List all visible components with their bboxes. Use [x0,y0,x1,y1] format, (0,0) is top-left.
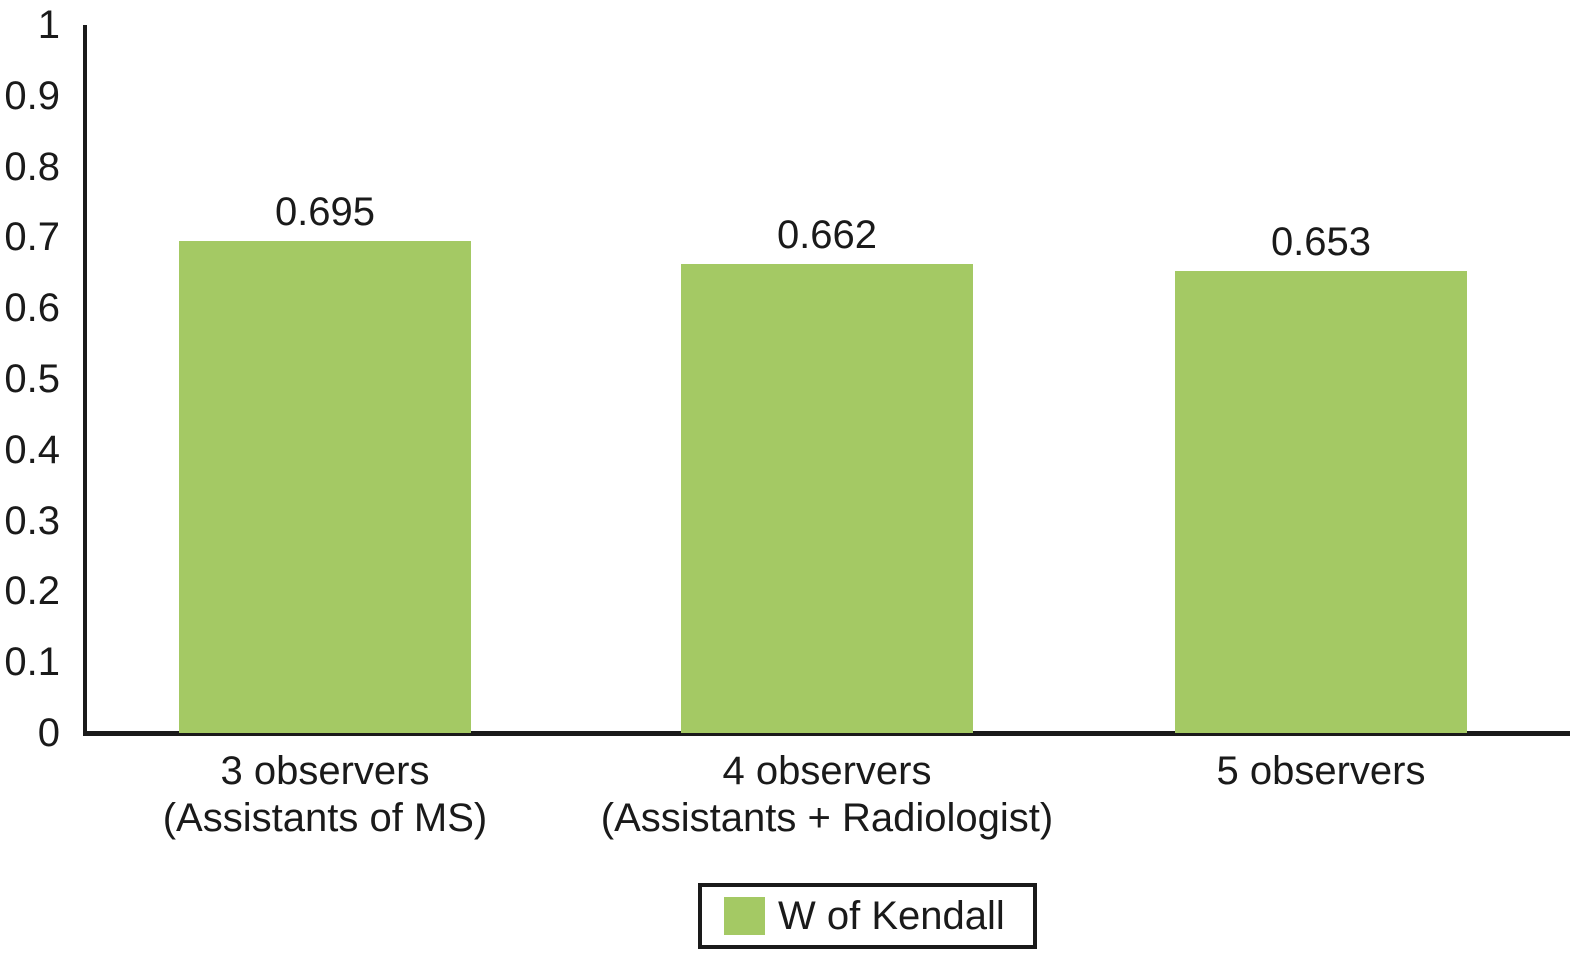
y-tick-label: 0.7 [4,215,60,260]
y-tick-label: 0.2 [4,569,60,614]
bar-value-label: 0.662 [776,213,878,257]
y-tick-label: 0 [37,711,60,755]
bar-value-label: 0.653 [1270,220,1372,264]
x-category-label-line: 5 observers [1216,749,1426,793]
y-tick-label: 0.8 [4,144,60,189]
legend: W of Kendall [698,883,1037,949]
x-category-label: 5 observers [1011,748,1570,795]
y-tick-label: 0.4 [4,427,60,472]
x-category-label: 4 observers (Assistants + Radiologist) [517,748,1137,842]
y-tick-label: 0.9 [4,73,60,118]
y-axis-line [83,25,87,736]
bar [681,264,973,733]
x-axis-line [83,731,1570,736]
x-category-label-line: (Assistants of MS) [162,796,488,840]
bar-value-label: 0.695 [274,190,376,234]
y-tick-label: 0.5 [4,357,60,401]
bar [179,241,471,733]
x-category-label: 3 observers (Assistants of MS) [15,748,635,842]
x-category-label-line: 3 observers [220,749,430,793]
x-category-label-line: 4 observers [722,749,932,793]
x-category-label-line: (Assistants + Radiologist) [600,796,1054,840]
y-tick-label: 0.6 [4,286,60,331]
y-tick-label: 1 [37,3,60,47]
y-tick-label: 0.3 [4,498,60,543]
legend-label: W of Kendall [778,894,1005,938]
legend-swatch-icon [724,897,765,935]
y-tick-label: 0.1 [4,640,60,685]
bar [1175,271,1467,733]
